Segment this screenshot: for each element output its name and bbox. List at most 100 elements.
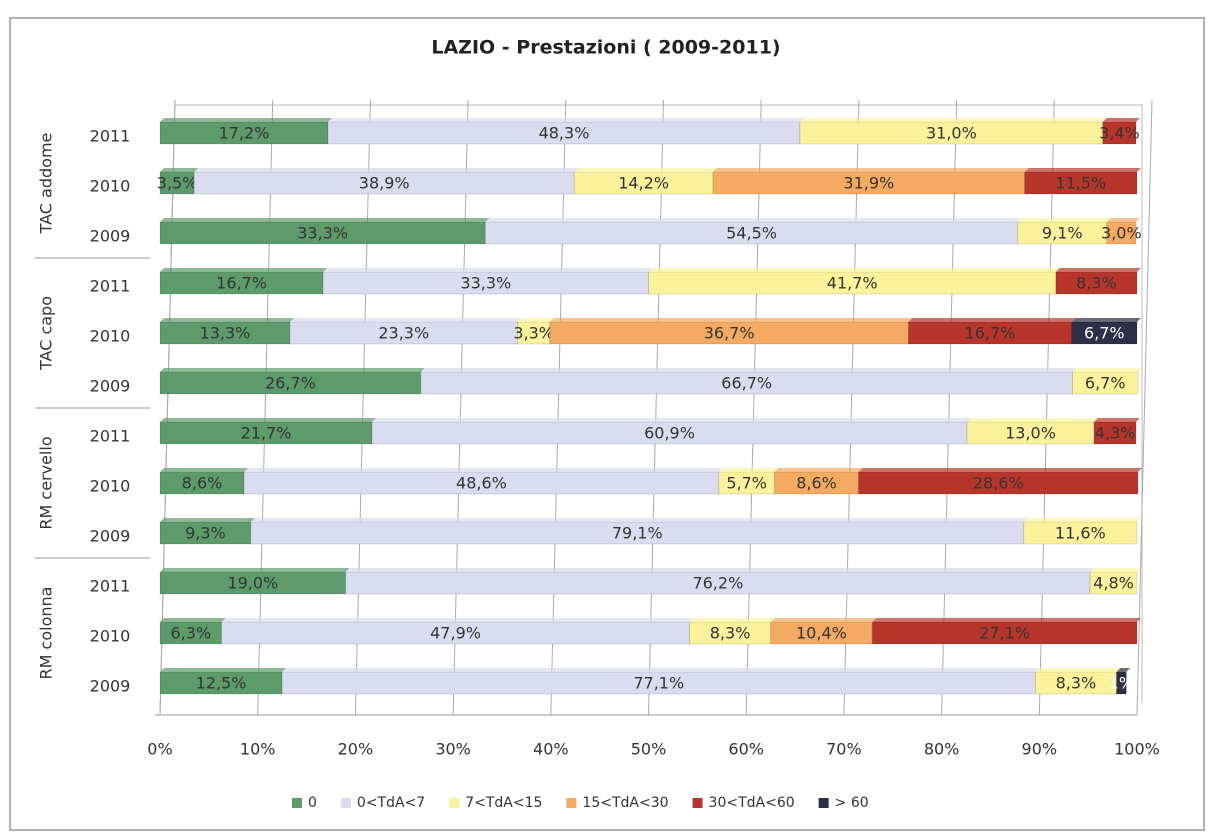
legend-swatch — [566, 798, 577, 808]
legend-label: > 60 — [835, 795, 869, 811]
bar-segment-top — [160, 568, 350, 572]
data-label: 3,5% — [157, 174, 198, 193]
data-label: 8,3% — [1056, 674, 1097, 693]
bar-segment-top — [574, 168, 717, 172]
data-label: 33,3% — [460, 274, 511, 293]
data-label: 8,6% — [796, 474, 837, 493]
group-label: RM colonna — [37, 587, 56, 680]
legend-swatch — [818, 798, 829, 808]
y-tick-label: 2011 — [90, 577, 131, 596]
bar-segment-top — [420, 368, 1077, 372]
bar-segment-top — [1035, 668, 1121, 672]
x-tick-label: 100% — [1114, 740, 1160, 759]
legend-label: 0 — [308, 795, 317, 811]
grid-line — [354, 99, 371, 716]
bar-segment-top — [774, 468, 863, 472]
data-label: 13,3% — [200, 324, 251, 343]
chart-title: LAZIO - Prestazioni ( 2009-2011) — [431, 37, 780, 59]
data-label: 47,9% — [430, 624, 481, 643]
data-label: 33,3% — [297, 224, 348, 243]
bar-segment-top — [1102, 118, 1141, 122]
grid-line — [745, 99, 762, 716]
bar-segment-top — [1094, 418, 1141, 422]
data-label: 10,4% — [796, 624, 847, 643]
x-tick-label: 60% — [728, 740, 764, 759]
bar-segment-top — [718, 468, 779, 472]
bar-segment-top — [858, 468, 1142, 472]
y-tick-label: 2010 — [90, 327, 131, 346]
y-tick-label: 2011 — [90, 277, 131, 296]
data-label: 5,7% — [726, 474, 767, 493]
bar-segment-top — [1106, 218, 1141, 222]
data-label: 6,3% — [170, 624, 211, 643]
data-label: 9,1% — [1042, 224, 1083, 243]
data-label: 11,6% — [1055, 524, 1106, 543]
data-label: 8,3% — [1076, 274, 1117, 293]
grid-line — [1038, 99, 1055, 716]
data-label: 77,1% — [633, 674, 684, 693]
group-label: TAC capo — [37, 296, 56, 371]
data-label: 16,7% — [216, 274, 267, 293]
data-label: 4,3% — [1095, 424, 1136, 443]
legend-swatch — [449, 798, 460, 808]
bar-segment-top — [549, 318, 913, 322]
y-tick-label: 2009 — [90, 527, 131, 546]
x-tick-label: 0% — [147, 740, 172, 759]
bar-segment-top — [160, 418, 377, 422]
data-label: 8,6% — [182, 474, 223, 493]
data-label: 23,3% — [378, 324, 429, 343]
data-label: 38,9% — [359, 174, 410, 193]
data-label: 26,7% — [265, 374, 316, 393]
bar-segment-top — [1055, 268, 1141, 272]
legend-label: 30<TdA<60 — [709, 795, 795, 811]
grid-line — [843, 99, 860, 716]
legend-swatch — [340, 798, 351, 808]
data-label: 19,0% — [227, 574, 278, 593]
grid-line — [257, 99, 274, 716]
x-tick-label: 50% — [631, 740, 667, 759]
data-label: 28,6% — [973, 474, 1024, 493]
data-label: 6,7% — [1085, 374, 1126, 393]
bar-segment-top — [872, 618, 1141, 622]
data-label: 21,7% — [241, 424, 292, 443]
legend-label: 7<TdA<15 — [465, 795, 542, 811]
bar-segment-top — [345, 568, 1095, 572]
legend-label: 15<TdA<30 — [582, 795, 668, 811]
data-label: 3,4% — [1099, 124, 1140, 143]
data-label: 76,2% — [692, 574, 743, 593]
y-tick-label: 2009 — [90, 227, 131, 246]
bar-segment-top — [712, 168, 1029, 172]
group-label: RM cervello — [37, 436, 56, 529]
bar-segment-top — [1024, 168, 1141, 172]
bar-segment-top — [160, 218, 490, 222]
y-tick-label: 2009 — [90, 377, 131, 396]
bar-segment-top — [1072, 368, 1142, 372]
bar-segment-top — [160, 368, 425, 372]
bar-segment-top — [1017, 218, 1111, 222]
bar-segment-top — [770, 618, 877, 622]
grid-line — [941, 99, 958, 716]
bar-segment-top — [328, 118, 804, 122]
data-label: 13,0% — [1005, 424, 1056, 443]
data-label: 3,0% — [1101, 224, 1142, 243]
data-label: 12,5% — [196, 674, 247, 693]
bar-segment-top — [372, 418, 972, 422]
legend-swatch — [692, 798, 703, 808]
x-tick-label: 40% — [533, 740, 569, 759]
legend-label: 0<TdA<7 — [357, 795, 425, 811]
data-label: 6,7% — [1084, 324, 1125, 343]
bar-segment-top — [485, 218, 1022, 222]
grid-line — [550, 99, 567, 716]
bar-segment-top — [289, 318, 522, 322]
data-label: 31,9% — [843, 174, 894, 193]
bar-segment-top — [160, 118, 333, 122]
bar-segment-top — [160, 468, 249, 472]
bar-segment-top — [160, 518, 255, 522]
x-tick-label: 20% — [338, 740, 374, 759]
y-tick-label: 2010 — [90, 177, 131, 196]
data-label: 14,2% — [618, 174, 669, 193]
data-label: 1% — [1109, 674, 1134, 693]
data-label: 17,2% — [219, 124, 270, 143]
group-label: TAC addome — [37, 133, 56, 235]
